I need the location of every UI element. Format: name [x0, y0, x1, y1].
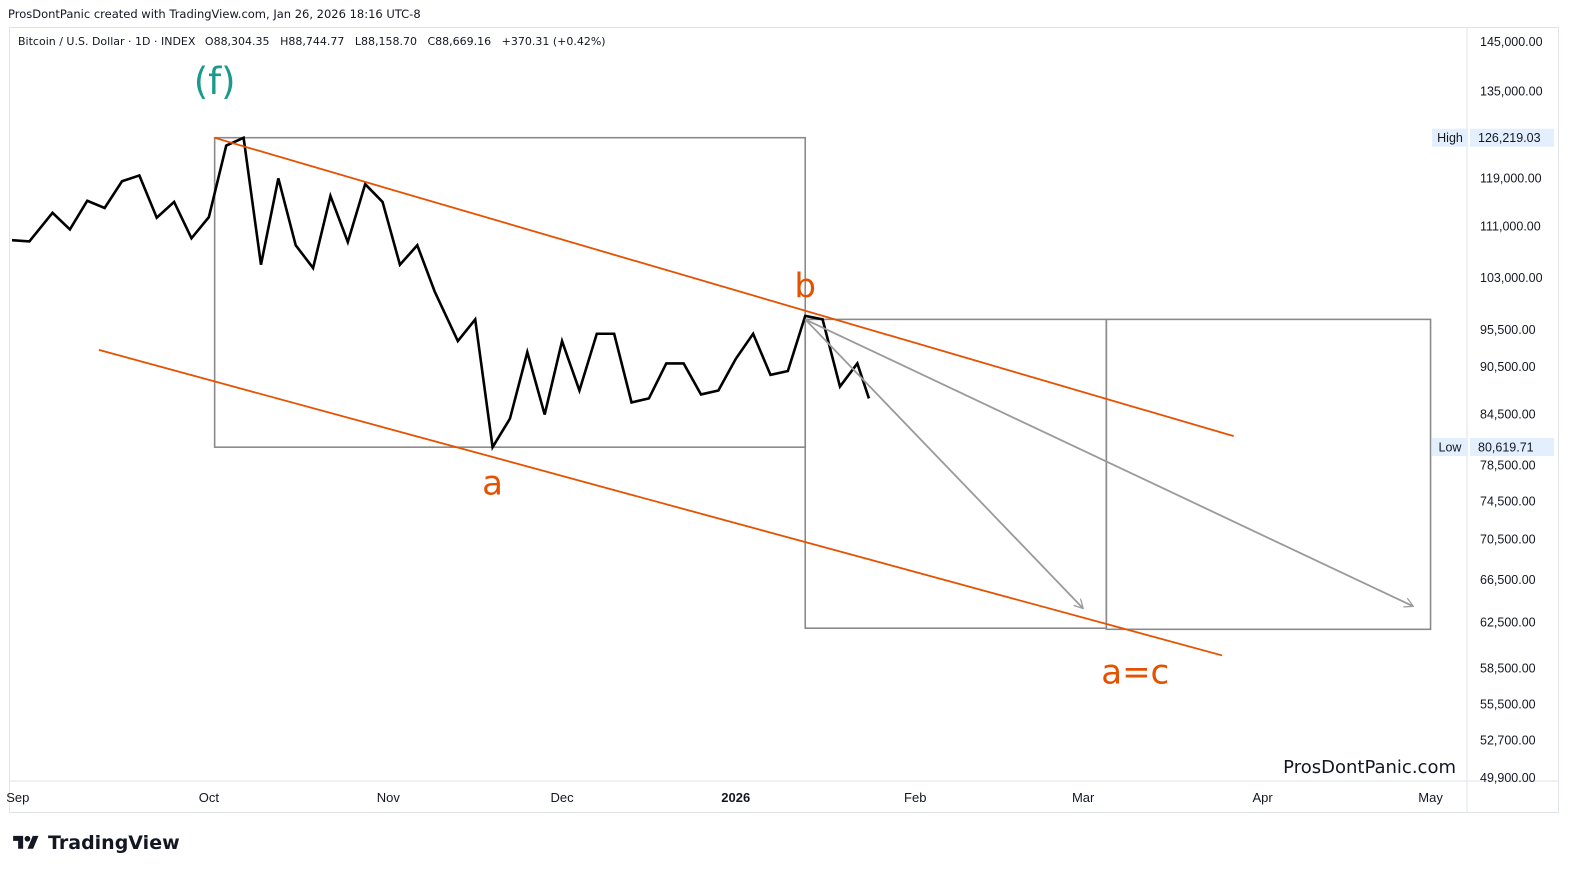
- projection-2-arrow[interactable]: [804, 318, 1413, 606]
- author-watermark: ProsDontPanic.com: [1283, 757, 1456, 778]
- marker-high-label: High: [1437, 131, 1463, 145]
- projection-1-arrow[interactable]: [804, 318, 1083, 608]
- wave-label-a: a: [482, 464, 503, 504]
- lower-channel-trendline[interactable]: [98, 349, 1223, 657]
- time-tick-label: May: [1418, 790, 1443, 805]
- marker-low-label: Low: [1439, 441, 1463, 455]
- symbol-name[interactable]: Bitcoin / U.S. Dollar · 1D · INDEX: [18, 35, 196, 48]
- time-tick-label: Apr: [1253, 790, 1274, 805]
- price-tick-label: 84,500.00: [1480, 408, 1536, 422]
- tradingview-brand[interactable]: TradingView: [10, 832, 180, 854]
- wave-label-f: (f): [194, 60, 236, 103]
- ohlc-low: L88,158.70: [354, 35, 417, 48]
- ohlc-close: C88,669.16: [427, 35, 492, 48]
- range-box-3[interactable]: [1105, 318, 1432, 631]
- time-tick-label: Dec: [550, 790, 574, 805]
- time-tick-label: Nov: [377, 790, 401, 805]
- price-tick-label: 119,000.00: [1480, 171, 1542, 185]
- marker-value-bg: [1470, 128, 1554, 147]
- time-tick-label: Sep: [6, 790, 29, 805]
- ohlc-change: +370.31 (+0.42%): [501, 35, 606, 48]
- time-tick-label: Mar: [1072, 790, 1095, 805]
- price-tick-label: 62,500.00: [1480, 616, 1536, 630]
- upper-channel-trendline[interactable]: [214, 136, 1234, 437]
- marker-label-bg: [1432, 438, 1468, 457]
- ohlc-open: O88,304.35: [204, 35, 270, 48]
- time-tick-label: Oct: [199, 790, 220, 805]
- price-tick-label: 52,700.00: [1480, 733, 1536, 747]
- range-box-1[interactable]: [213, 136, 807, 448]
- price-tick-label: 135,000.00: [1480, 84, 1543, 98]
- chart-frame: [9, 27, 1559, 813]
- marker-high-value: 126,219.03: [1478, 131, 1541, 145]
- price-line[interactable]: [11, 135, 871, 451]
- price-tick-label: 66,500.00: [1480, 573, 1536, 587]
- marker-low-value: 80,619.71: [1478, 441, 1534, 455]
- price-tick-label: 103,000.00: [1480, 271, 1543, 285]
- price-tick-label: 70,500.00: [1480, 533, 1536, 547]
- price-tick-label: 145,000.00: [1480, 35, 1543, 49]
- price-tick-label: 90,500.00: [1480, 360, 1536, 374]
- price-tick-label: 55,500.00: [1480, 698, 1536, 712]
- marker-label-bg: [1432, 128, 1468, 147]
- price-tick-label: 111,000.00: [1480, 219, 1541, 233]
- price-tick-label: 78,500.00: [1480, 458, 1536, 472]
- marker-value-bg: [1470, 438, 1554, 457]
- chart-credit: ProsDontPanic created with TradingView.c…: [8, 7, 421, 21]
- price-tick-label: 58,500.00: [1480, 661, 1536, 675]
- price-tick-label: 74,500.00: [1480, 494, 1536, 508]
- wave-label-b: b: [794, 267, 816, 307]
- ohlc-high: H88,744.77: [280, 35, 345, 48]
- wave-label-a-eq-c: a=c: [1101, 653, 1169, 693]
- tradingview-logo-icon: [13, 835, 39, 849]
- time-tick-label: 2026: [721, 790, 750, 805]
- price-tick-label: 49,900.00: [1480, 771, 1536, 785]
- price-tick-label: 95,500.00: [1480, 323, 1536, 337]
- symbol-legend: Bitcoin / U.S. Dollar · 1D · INDEX O88,3…: [18, 35, 606, 48]
- time-tick-label: Feb: [904, 790, 926, 805]
- tradingview-wordmark: TradingView: [48, 832, 180, 854]
